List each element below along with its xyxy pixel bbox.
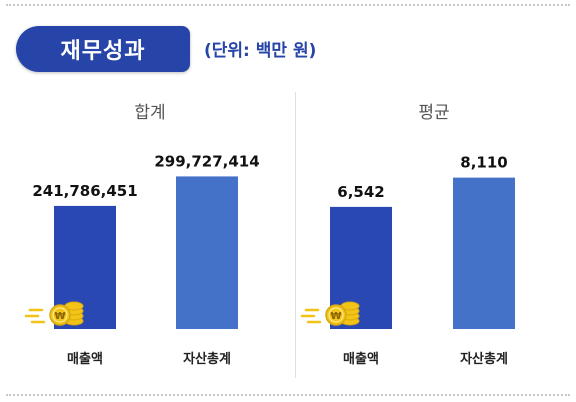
category-label: 매출액 [67,351,103,367]
category-label: 자산총계 [460,351,508,367]
unit-note: (단위: 백만 원) [204,41,317,61]
chart-total-svg: 합계 241,786,451 매출액 299,727,414 자산총계 ₩ [24,103,260,367]
category-label: 자산총계 [183,351,231,367]
bar-assets [453,177,515,329]
bar-value-label: 241,786,451 [32,182,137,200]
category-label: 매출액 [343,351,379,367]
bar-value-label: 6,542 [337,183,384,201]
chart-title: 평균 [418,103,449,123]
section-title-badge: 재무성과 [16,26,190,72]
chart-average-svg: 평균 6,542 매출액 8,110 자산총계 ₩ [300,103,515,367]
bar-value-label: 8,110 [460,154,507,172]
top-dotted-divider [6,4,570,6]
bar-assets [176,176,238,329]
chart-average: 평균 6,542 매출액 8,110 자산총계 ₩ [300,92,568,382]
svg-text:₩: ₩ [54,311,65,322]
bottom-dotted-divider [6,394,570,396]
bar-value-label: 299,727,414 [154,152,259,170]
coin-stack-icon: ₩ [300,301,360,326]
chart-total: 합계 241,786,451 매출액 299,727,414 자산총계 ₩ [10,92,290,382]
chart-divider [295,92,296,378]
coin-stack-icon: ₩ [24,301,84,326]
svg-text:₩: ₩ [330,311,341,322]
chart-title: 합계 [134,103,165,123]
